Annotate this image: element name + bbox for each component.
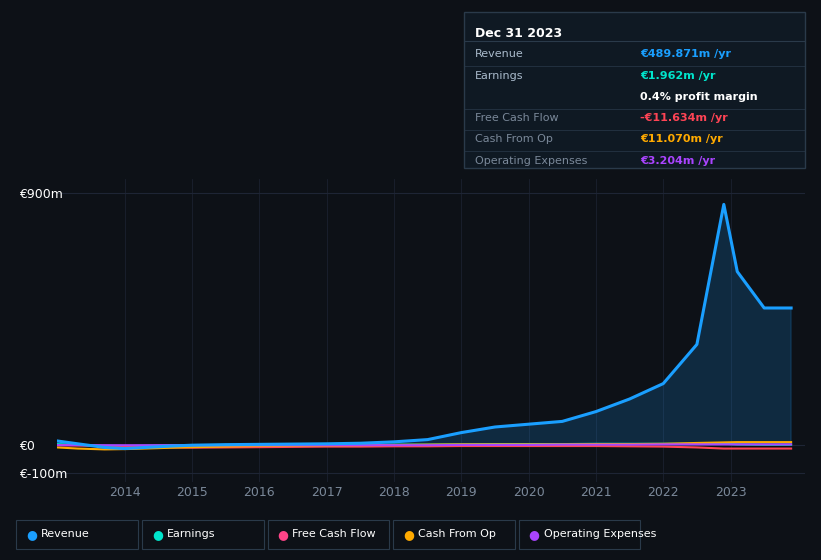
Text: Earnings: Earnings — [475, 71, 523, 81]
Text: Operating Expenses: Operating Expenses — [475, 156, 587, 166]
Text: -€11.634m /yr: -€11.634m /yr — [640, 113, 728, 123]
Text: ●: ● — [26, 528, 37, 541]
Text: ●: ● — [277, 528, 288, 541]
Text: Earnings: Earnings — [167, 529, 215, 539]
Text: ●: ● — [403, 528, 414, 541]
Text: ●: ● — [152, 528, 163, 541]
Text: Operating Expenses: Operating Expenses — [544, 529, 656, 539]
Text: 0.4% profit margin: 0.4% profit margin — [640, 92, 758, 102]
Text: Revenue: Revenue — [41, 529, 89, 539]
Text: Dec 31 2023: Dec 31 2023 — [475, 26, 562, 40]
Text: Revenue: Revenue — [475, 49, 523, 59]
Text: €489.871m /yr: €489.871m /yr — [640, 49, 732, 59]
Text: Free Cash Flow: Free Cash Flow — [475, 113, 558, 123]
Text: €11.070m /yr: €11.070m /yr — [640, 134, 723, 144]
Text: Free Cash Flow: Free Cash Flow — [292, 529, 376, 539]
Text: €3.204m /yr: €3.204m /yr — [640, 156, 716, 166]
Text: ●: ● — [529, 528, 539, 541]
Text: Cash From Op: Cash From Op — [418, 529, 496, 539]
Text: Cash From Op: Cash From Op — [475, 134, 553, 144]
Text: €1.962m /yr: €1.962m /yr — [640, 71, 716, 81]
